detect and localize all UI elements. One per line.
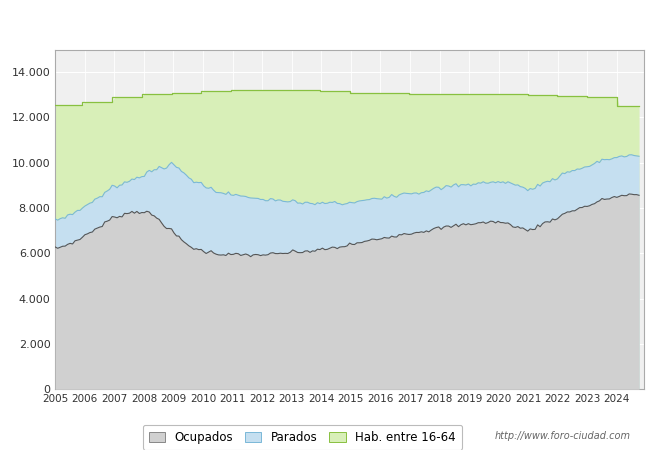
Text: http://www.foro-ciudad.com: http://www.foro-ciudad.com — [495, 431, 630, 441]
Legend: Ocupados, Parados, Hab. entre 16-64: Ocupados, Parados, Hab. entre 16-64 — [142, 425, 462, 450]
Text: Marchena - Evolucion de la poblacion en edad de Trabajar Septiembre de 2024: Marchena - Evolucion de la poblacion en … — [72, 17, 578, 30]
